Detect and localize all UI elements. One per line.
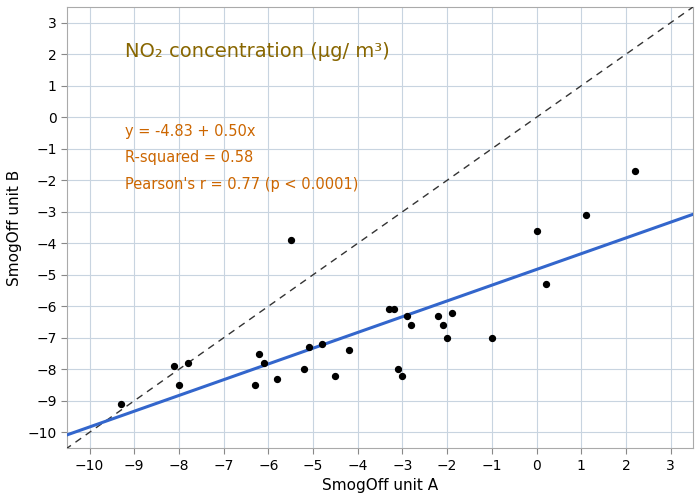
Point — [388, 306, 399, 314]
Text: y = -4.83 + 0.50x: y = -4.83 + 0.50x — [125, 124, 256, 138]
Point — [182, 359, 193, 367]
Point — [406, 321, 417, 329]
Point — [303, 344, 314, 351]
Point — [486, 334, 498, 342]
Point — [397, 372, 408, 380]
Point — [285, 236, 296, 244]
Point — [393, 366, 404, 374]
Point — [316, 340, 328, 348]
Text: R-squared = 0.58: R-squared = 0.58 — [125, 150, 253, 166]
Point — [174, 381, 185, 389]
Text: Pearson's r = 0.77 (p < 0.0001): Pearson's r = 0.77 (p < 0.0001) — [125, 177, 358, 192]
Point — [298, 366, 309, 374]
Point — [540, 280, 551, 288]
Point — [169, 362, 180, 370]
Point — [258, 359, 270, 367]
Point — [442, 334, 453, 342]
Text: NO₂ concentration (μg/ m³): NO₂ concentration (μg/ m³) — [125, 42, 390, 60]
Point — [580, 211, 592, 219]
Point — [343, 346, 354, 354]
Point — [446, 308, 457, 316]
Point — [249, 381, 260, 389]
Point — [384, 306, 395, 314]
Point — [433, 312, 444, 320]
Point — [401, 312, 412, 320]
Y-axis label: SmogOff unit B: SmogOff unit B — [7, 170, 22, 285]
Point — [330, 372, 341, 380]
Point — [629, 167, 641, 175]
Point — [254, 350, 265, 358]
Point — [272, 375, 283, 383]
X-axis label: SmogOff unit A: SmogOff unit A — [322, 478, 438, 493]
Point — [437, 321, 448, 329]
Point — [531, 226, 542, 234]
Point — [116, 400, 127, 408]
